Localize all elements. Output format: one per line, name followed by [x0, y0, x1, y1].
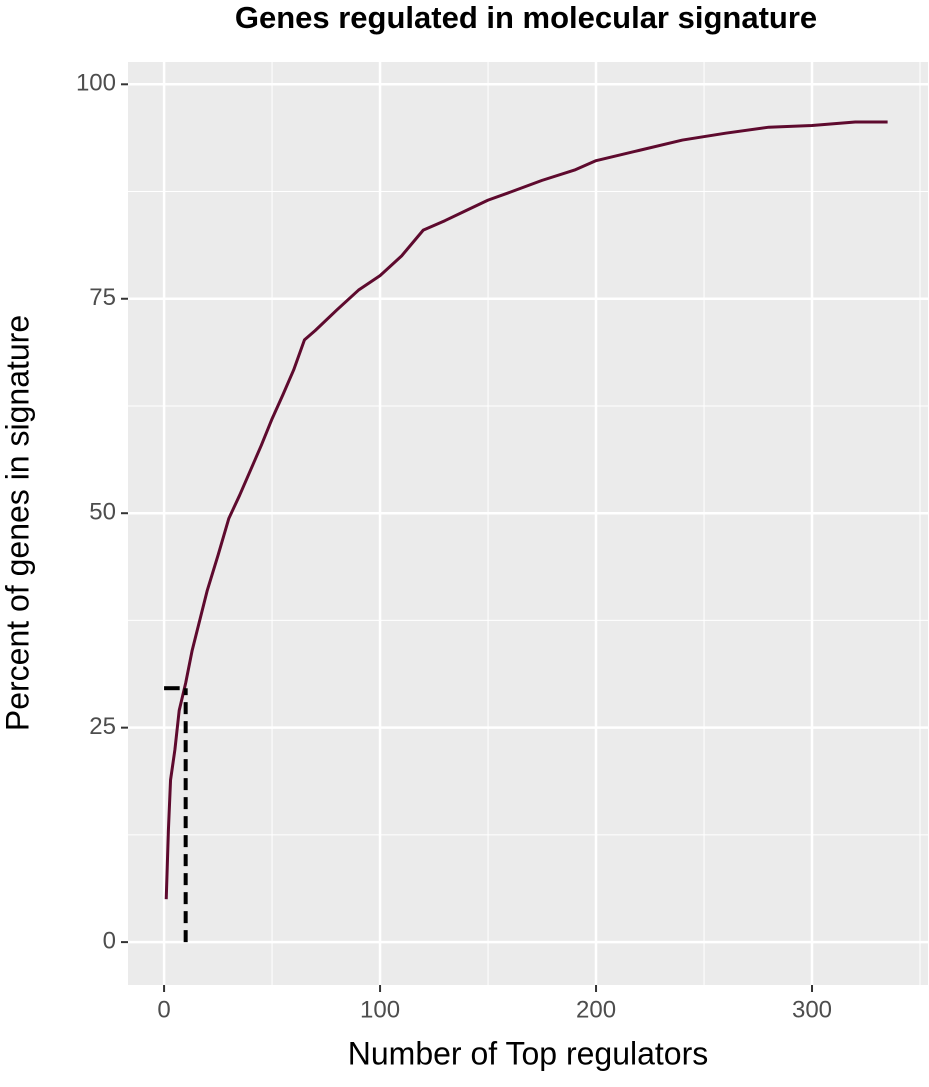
x-axis-title: Number of Top regulators	[348, 1035, 708, 1071]
plot-background	[128, 62, 928, 985]
y-axis-title: Percent of genes in signature	[0, 315, 35, 731]
x-tick-label: 0	[157, 996, 170, 1023]
y-tick-label: 100	[76, 70, 116, 97]
x-tick-label: 300	[792, 996, 832, 1023]
x-tick-label: 200	[576, 996, 616, 1023]
y-tick-label: 0	[103, 927, 116, 954]
chart-title: Genes regulated in molecular signature	[235, 0, 817, 35]
y-tick-label: 50	[89, 499, 116, 526]
data-line	[164, 120, 888, 900]
y-tick-label: 75	[89, 284, 116, 311]
y-tick-label: 25	[89, 713, 116, 740]
x-tick-label: 100	[360, 996, 400, 1023]
